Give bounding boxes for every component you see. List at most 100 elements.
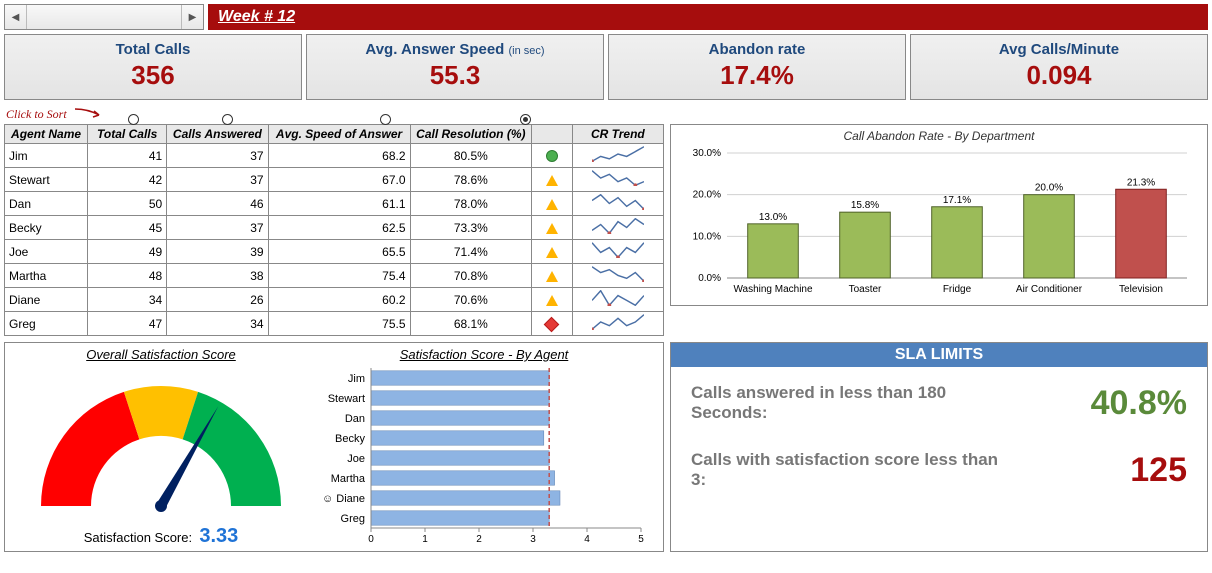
svg-text:5: 5 [638, 534, 644, 545]
avg-speed: 67.0 [268, 168, 410, 192]
svg-text:Toaster: Toaster [849, 284, 882, 295]
table-row: Martha 48 38 75.4 70.8% [5, 264, 664, 288]
svg-text:3: 3 [530, 534, 536, 545]
cr-trend [572, 240, 663, 264]
svg-text:30.0%: 30.0% [693, 148, 721, 159]
kpi-title: Abandon rate [609, 41, 905, 58]
sla-panel: SLA LIMITS Calls answered in less than 1… [670, 342, 1208, 552]
agent-name: Joe [5, 240, 88, 264]
kpi-card-0: Total Calls356 [4, 34, 302, 100]
call-resolution: 70.6% [410, 288, 532, 312]
abandon-bar-chart: 0.0%10.0%20.0%30.0%13.0%Washing Machine1… [677, 143, 1197, 298]
calls-answered: 46 [167, 192, 268, 216]
indicator-red-icon [544, 317, 560, 333]
table-header[interactable]: Calls Answered [167, 125, 268, 144]
svg-text:Becky: Becky [335, 433, 365, 445]
kpi-title: Total Calls [5, 41, 301, 58]
agent-name: Stewart [5, 168, 88, 192]
kpi-title: Avg Calls/Minute [911, 41, 1207, 58]
table-header[interactable] [532, 125, 573, 144]
abandon-chart-col: Call Abandon Rate - By Department 0.0%10… [670, 124, 1208, 336]
calls-answered: 34 [167, 312, 268, 336]
table-header[interactable]: Agent Name [5, 125, 88, 144]
sort-radio-0[interactable] [128, 114, 139, 125]
total-calls: 48 [88, 264, 167, 288]
calls-answered: 38 [167, 264, 268, 288]
table-header[interactable]: Avg. Speed of Answer [268, 125, 410, 144]
week-title-bar: Week # 12 [208, 4, 1208, 30]
table-row: Dan 50 46 61.1 78.0% [5, 192, 664, 216]
svg-text:21.3%: 21.3% [1127, 177, 1155, 188]
cr-indicator [532, 312, 573, 336]
svg-text:2: 2 [476, 534, 482, 545]
kpi-value: 0.094 [911, 60, 1207, 91]
sort-radio-3[interactable] [520, 114, 531, 125]
call-resolution: 71.4% [410, 240, 532, 264]
avg-speed: 68.2 [268, 144, 410, 168]
svg-text:20.0%: 20.0% [693, 190, 721, 201]
kpi-title: Avg. Answer Speed (in sec) [307, 41, 603, 58]
total-calls: 47 [88, 312, 167, 336]
svg-text:10.0%: 10.0% [693, 231, 721, 242]
call-resolution: 73.3% [410, 216, 532, 240]
satisfaction-panel: Overall Satisfaction Score Satisfaction … [4, 342, 664, 552]
svg-text:Jim: Jim [348, 373, 365, 385]
svg-text:Greg: Greg [341, 513, 365, 525]
cr-indicator [532, 192, 573, 216]
sla-row-2-value: 125 [1130, 451, 1187, 490]
call-resolution: 80.5% [410, 144, 532, 168]
gauge-score-value: 3.33 [199, 525, 238, 547]
table-header[interactable]: CR Trend [572, 125, 663, 144]
cr-indicator [532, 168, 573, 192]
total-calls: 42 [88, 168, 167, 192]
week-nav-track[interactable] [27, 5, 181, 29]
gauge-title: Overall Satisfaction Score [11, 347, 311, 362]
table-row: Diane 34 26 60.2 70.6% [5, 288, 664, 312]
svg-text:4: 4 [584, 534, 590, 545]
svg-text:Martha: Martha [331, 473, 366, 485]
sat-bar-section: Satisfaction Score - By Agent JimStewart… [311, 347, 657, 547]
call-resolution: 78.0% [410, 192, 532, 216]
sort-radio-2[interactable] [380, 114, 391, 125]
cr-trend [572, 312, 663, 336]
svg-text:0.0%: 0.0% [698, 273, 721, 284]
total-calls: 50 [88, 192, 167, 216]
gauge-score-label: Satisfaction Score: [84, 530, 192, 545]
call-resolution: 78.6% [410, 168, 532, 192]
indicator-yellow-icon [546, 295, 558, 306]
calls-answered: 37 [167, 168, 268, 192]
avg-speed: 61.1 [268, 192, 410, 216]
cr-indicator [532, 144, 573, 168]
sla-row-2: Calls with satisfaction score less than … [691, 450, 1187, 491]
satisfaction-gauge [21, 366, 301, 516]
sla-body: Calls answered in less than 180 Seconds:… [671, 367, 1207, 533]
week-title: Week # 12 [218, 8, 295, 26]
agent-name: Becky [5, 216, 88, 240]
agent-name: Greg [5, 312, 88, 336]
sat-bar-title: Satisfaction Score - By Agent [311, 347, 657, 362]
call-resolution: 68.1% [410, 312, 532, 336]
svg-text:0: 0 [368, 534, 374, 545]
svg-text:Television: Television [1119, 284, 1163, 295]
sla-row-1-label: Calls answered in less than 180 Seconds: [691, 383, 1011, 424]
sort-radio-1[interactable] [222, 114, 233, 125]
next-week-button[interactable]: ▶ [181, 5, 203, 29]
indicator-yellow-icon [546, 199, 558, 210]
svg-text:Washing Machine: Washing Machine [733, 284, 813, 295]
agent-table: Agent NameTotal CallsCalls AnsweredAvg. … [4, 124, 664, 336]
agent-name: Martha [5, 264, 88, 288]
sla-row-1: Calls answered in less than 180 Seconds:… [691, 383, 1187, 424]
agent-table-panel: Agent NameTotal CallsCalls AnsweredAvg. … [4, 124, 664, 336]
table-header[interactable]: Total Calls [88, 125, 167, 144]
table-row: Greg 47 34 75.5 68.1% [5, 312, 664, 336]
avg-speed: 62.5 [268, 216, 410, 240]
svg-text:Dan: Dan [345, 413, 365, 425]
kpi-card-2: Abandon rate 17.4% [608, 34, 906, 100]
table-header[interactable]: Call Resolution (%) [410, 125, 532, 144]
svg-text:17.1%: 17.1% [943, 195, 971, 206]
kpi-value: 17.4% [609, 60, 905, 91]
avg-speed: 75.4 [268, 264, 410, 288]
cr-trend [572, 264, 663, 288]
prev-week-button[interactable]: ◀ [5, 5, 27, 29]
header-row: ◀ ▶ Week # 12 [4, 4, 1208, 30]
